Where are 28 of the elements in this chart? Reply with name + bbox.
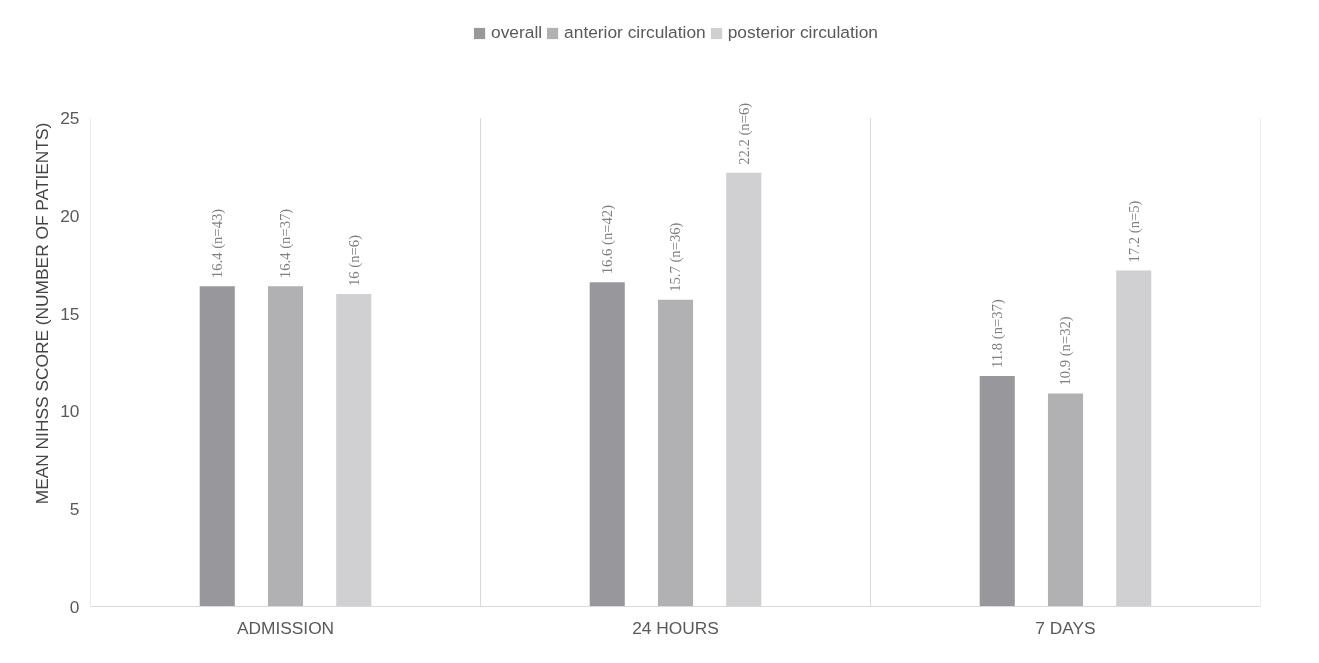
legend-label: anterior circulation	[564, 22, 706, 43]
bar	[979, 376, 1015, 607]
bar	[657, 299, 694, 607]
data-label: 11.8 (n=37)	[989, 299, 1007, 369]
legend-label: overall	[491, 22, 543, 43]
bar	[199, 286, 235, 607]
data-label: 16 (n=6)	[345, 234, 363, 286]
x-tick-label: 24 HOURS	[632, 617, 719, 638]
data-label: 16.6 (n=42)	[599, 204, 617, 275]
y-tick-label: 15	[60, 303, 80, 324]
legend-label: posterior circulation	[727, 22, 878, 43]
x-tick-label: ADMISSION	[236, 617, 335, 638]
y-axis-title: MEAN NIHSS SCORE (NUMBER OF PATIENTS)	[32, 122, 53, 505]
data-label: 16.4 (n=37)	[277, 208, 295, 279]
y-tick-label: 5	[69, 498, 80, 519]
data-label: 15.7 (n=36)	[667, 222, 685, 292]
data-label: 22.2 (n=6)	[735, 102, 753, 165]
bar	[1047, 393, 1084, 607]
y-tick-label: 0	[69, 596, 80, 617]
y-tick-label: 10	[60, 401, 80, 422]
data-label: 16.4 (n=43)	[209, 208, 227, 279]
y-tick-label: 25	[60, 108, 80, 129]
bar	[267, 286, 304, 607]
x-tick-label: 7 DAYS	[1035, 617, 1096, 638]
bar	[589, 282, 625, 607]
data-label: 10.9 (n=32)	[1057, 316, 1075, 386]
y-tick-label: 20	[60, 205, 80, 226]
data-label: 17.2 (n=5)	[1125, 200, 1143, 263]
